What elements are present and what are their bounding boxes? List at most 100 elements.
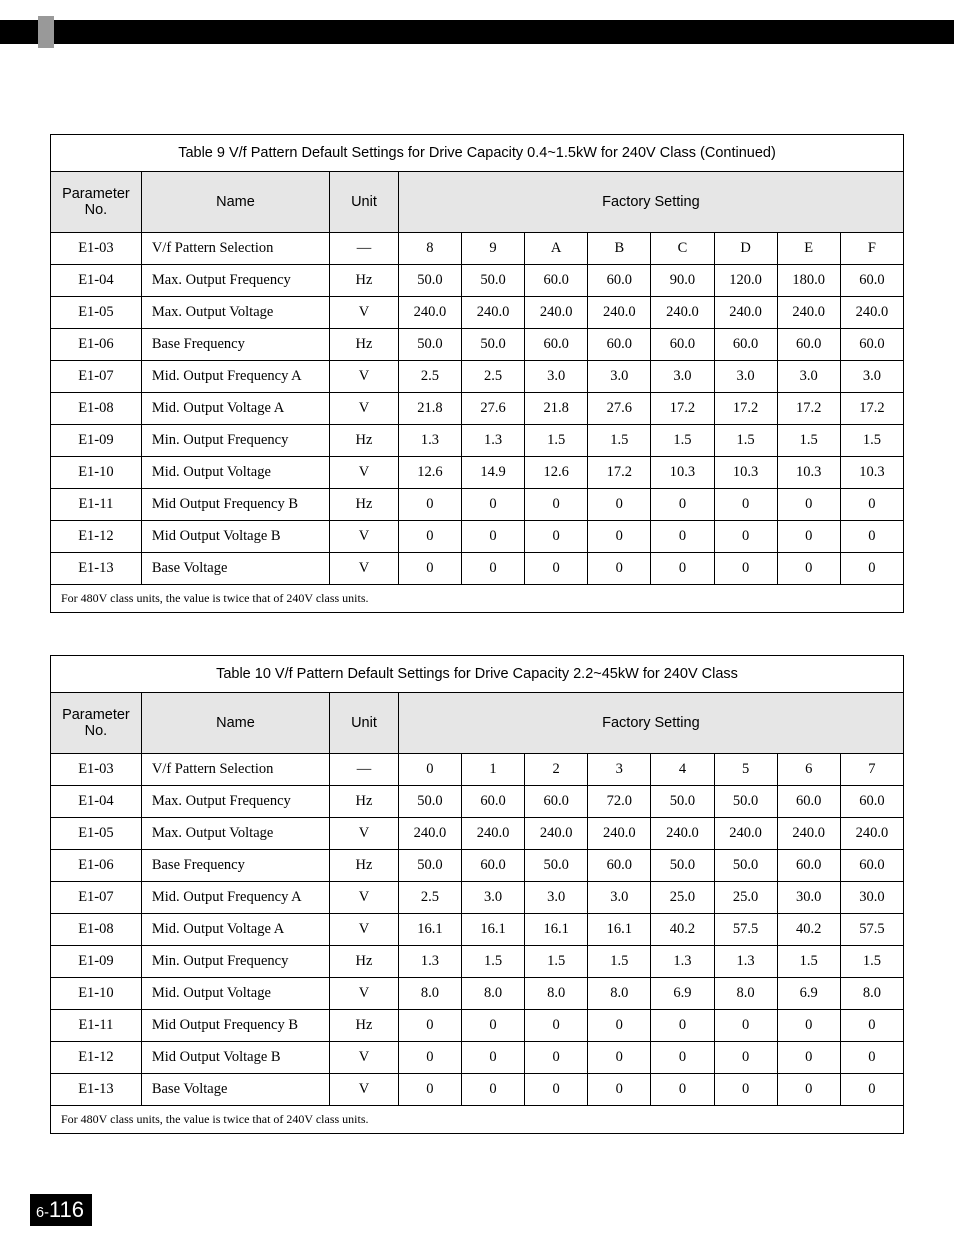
header-bar	[0, 20, 954, 44]
cell-name: Mid. Output Frequency A	[141, 882, 329, 914]
cell-value: 0	[398, 1042, 461, 1074]
cell-value: 60.0	[525, 329, 588, 361]
table-row: E1-03V/f Pattern Selection—01234567	[51, 754, 904, 786]
cell-value: 50.0	[398, 786, 461, 818]
cell-value: 0	[461, 489, 524, 521]
cell-value: 1.5	[525, 425, 588, 457]
cell-value: 3.0	[651, 361, 714, 393]
cell-name: Base Frequency	[141, 329, 329, 361]
table-9: Table 9 V/f Pattern Default Settings for…	[50, 134, 904, 613]
cell-value: 1.5	[525, 946, 588, 978]
cell-value: 50.0	[651, 850, 714, 882]
cell-value: 240.0	[588, 297, 651, 329]
table-row: E1-09Min. Output FrequencyHz1.31.31.51.5…	[51, 425, 904, 457]
cell-value: 60.0	[777, 329, 840, 361]
cell-value: 60.0	[651, 329, 714, 361]
cell-value: 50.0	[525, 850, 588, 882]
cell-value: 1.5	[840, 946, 903, 978]
cell-value: 0	[461, 1042, 524, 1074]
cell-value: 3.0	[714, 361, 777, 393]
cell-param: E1-03	[51, 754, 142, 786]
cell-value: 0	[777, 521, 840, 553]
cell-value: 8.0	[461, 978, 524, 1010]
cell-unit: V	[330, 553, 399, 585]
cell-value: 0	[525, 1074, 588, 1106]
cell-value: 25.0	[651, 882, 714, 914]
col-header-factory: Factory Setting	[398, 693, 903, 754]
cell-unit: V	[330, 1074, 399, 1106]
cell-value: 0	[461, 553, 524, 585]
table-row: E1-05Max. Output VoltageV240.0240.0240.0…	[51, 297, 904, 329]
cell-unit: V	[330, 882, 399, 914]
cell-value: 60.0	[777, 786, 840, 818]
cell-value: 17.2	[714, 393, 777, 425]
cell-value: 0	[651, 1074, 714, 1106]
cell-value: 240.0	[651, 818, 714, 850]
table-row: E1-08Mid. Output Voltage AV21.827.621.82…	[51, 393, 904, 425]
cell-value: 0	[840, 489, 903, 521]
cell-value: 1.5	[840, 425, 903, 457]
cell-value: 16.1	[525, 914, 588, 946]
cell-value: 60.0	[461, 786, 524, 818]
cell-value: 0	[461, 1074, 524, 1106]
cell-name: Mid. Output Voltage	[141, 978, 329, 1010]
cell-value: 0	[398, 553, 461, 585]
cell-value: 0	[840, 521, 903, 553]
cell-name: Base Voltage	[141, 553, 329, 585]
cell-value: 30.0	[840, 882, 903, 914]
table-caption: Table 10 V/f Pattern Default Settings fo…	[51, 656, 904, 693]
cell-value: 0	[714, 489, 777, 521]
cell-param: E1-11	[51, 1010, 142, 1042]
cell-value: E	[777, 233, 840, 265]
cell-value: 60.0	[840, 329, 903, 361]
cell-value: 14.9	[461, 457, 524, 489]
cell-value: 0	[588, 1042, 651, 1074]
cell-unit: —	[330, 754, 399, 786]
cell-value: D	[714, 233, 777, 265]
cell-value: 0	[525, 553, 588, 585]
cell-value: 1.3	[461, 425, 524, 457]
cell-value: 1.5	[588, 425, 651, 457]
cell-value: 240.0	[398, 818, 461, 850]
cell-value: 40.2	[651, 914, 714, 946]
cell-param: E1-05	[51, 297, 142, 329]
table-10: Table 10 V/f Pattern Default Settings fo…	[50, 655, 904, 1134]
cell-value: 3	[588, 754, 651, 786]
cell-name: Mid. Output Frequency A	[141, 361, 329, 393]
cell-value: 50.0	[398, 850, 461, 882]
page-footer: 6-116	[30, 1194, 954, 1226]
cell-unit: Hz	[330, 1010, 399, 1042]
cell-value: 120.0	[714, 265, 777, 297]
cell-param: E1-09	[51, 946, 142, 978]
table-row: E1-08Mid. Output Voltage AV16.116.116.11…	[51, 914, 904, 946]
cell-value: 8.0	[588, 978, 651, 1010]
cell-value: 7	[840, 754, 903, 786]
cell-value: 8.0	[714, 978, 777, 1010]
cell-unit: Hz	[330, 265, 399, 297]
col-header-unit: Unit	[330, 693, 399, 754]
table-body: E1-03V/f Pattern Selection—89ABCDEFE1-04…	[51, 233, 904, 585]
cell-value: 180.0	[777, 265, 840, 297]
cell-value: 25.0	[714, 882, 777, 914]
cell-value: 16.1	[398, 914, 461, 946]
cell-name: Max. Output Frequency	[141, 265, 329, 297]
cell-value: 0	[777, 1010, 840, 1042]
col-header-param: Parameter No.	[51, 693, 142, 754]
cell-value: 8.0	[398, 978, 461, 1010]
cell-value: 1	[461, 754, 524, 786]
cell-value: 0	[398, 489, 461, 521]
col-header-name: Name	[141, 172, 329, 233]
cell-param: E1-08	[51, 393, 142, 425]
cell-value: 1.5	[714, 425, 777, 457]
cell-value: 0	[651, 489, 714, 521]
cell-value: 40.2	[777, 914, 840, 946]
cell-value: 0	[777, 553, 840, 585]
cell-unit: V	[330, 521, 399, 553]
cell-value: 72.0	[588, 786, 651, 818]
cell-unit: Hz	[330, 489, 399, 521]
cell-value: 240.0	[461, 818, 524, 850]
cell-value: 0	[398, 754, 461, 786]
cell-value: 0	[525, 489, 588, 521]
cell-param: E1-13	[51, 553, 142, 585]
cell-value: 0	[588, 1010, 651, 1042]
